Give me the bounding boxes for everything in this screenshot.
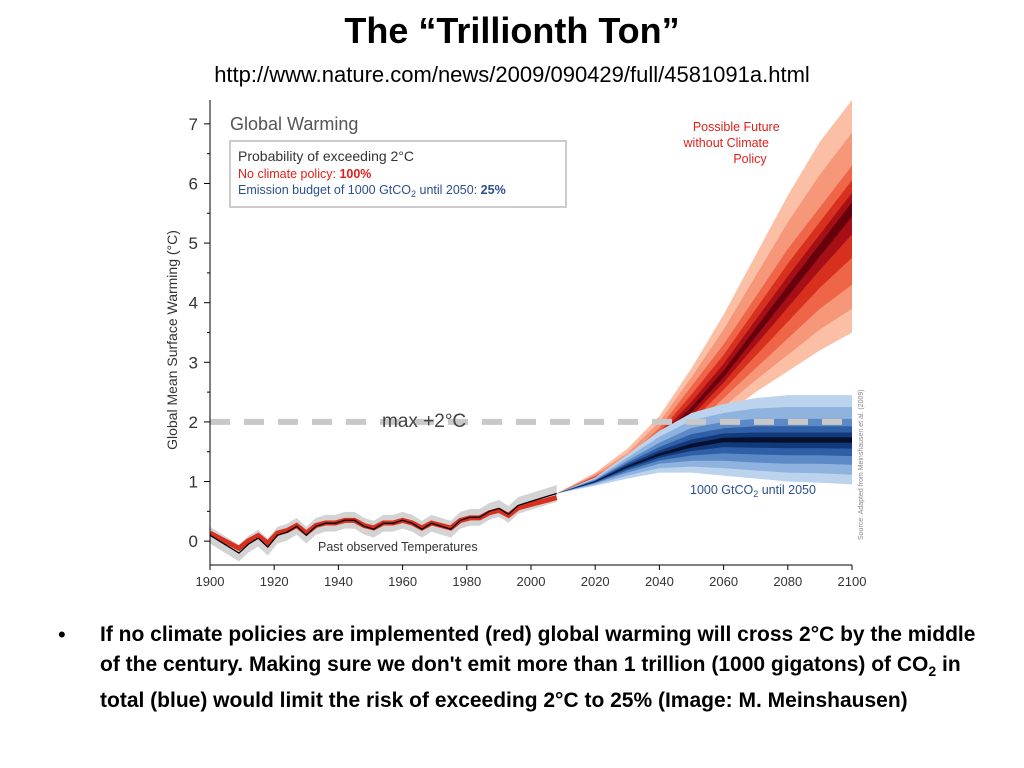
y-axis-label: Global Mean Surface Warming (°C) xyxy=(164,230,180,450)
x-tick-label-1940: 1940 xyxy=(324,574,353,589)
blue-scenario-label: 1000 GtCO2 until 2050 xyxy=(690,483,816,499)
observed-temperature-line xyxy=(210,492,557,554)
y-tick-label-0: 0 xyxy=(189,532,198,551)
source-credit: Source: Adapted from Meinshausen et al. … xyxy=(858,389,865,540)
x-tick-label-2080: 2080 xyxy=(773,574,802,589)
x-tick-label-2040: 2040 xyxy=(645,574,674,589)
chart-title: Global Warming xyxy=(230,114,358,134)
x-tick-label-1960: 1960 xyxy=(388,574,417,589)
x-tick-label-2000: 2000 xyxy=(517,574,546,589)
legend-blue-line: Emission budget of 1000 GtCO2 until 2050… xyxy=(238,183,506,199)
probability-legend: Probability of exceeding 2°C No climate … xyxy=(229,140,567,208)
y-tick-label-6: 6 xyxy=(189,174,198,193)
source-url[interactable]: http://www.nature.com/news/2009/090429/f… xyxy=(214,62,810,87)
caption-text: If no climate policies are implemented (… xyxy=(100,623,976,713)
y-tick-label-2: 2 xyxy=(189,413,198,432)
x-tick-label-2100: 2100 xyxy=(838,574,867,589)
red-scenario-label: Possible Future without Climate Policy xyxy=(683,120,784,166)
y-tick-label-5: 5 xyxy=(189,234,198,253)
budget-uncertainty-band-4 xyxy=(556,432,852,494)
slide-title: The “Trillionth Ton” xyxy=(344,10,680,51)
observed-label: Past observed Temperatures xyxy=(318,540,478,554)
y-tick-label-1: 1 xyxy=(189,473,198,492)
threshold-label: max +2°C xyxy=(382,411,466,432)
no-policy-uncertainty-band-2 xyxy=(556,165,852,494)
x-tick-label-2060: 2060 xyxy=(709,574,738,589)
bullet-dot-icon: • xyxy=(58,622,66,647)
x-tick-label-1980: 1980 xyxy=(452,574,481,589)
x-tick-label-1920: 1920 xyxy=(260,574,289,589)
legend-red-line: No climate policy: 100% xyxy=(238,167,371,181)
x-tick-label-2020: 2020 xyxy=(581,574,610,589)
y-tick-label-3: 3 xyxy=(189,353,198,372)
legend-heading: Probability of exceeding 2°C xyxy=(238,148,414,164)
legend-box xyxy=(229,140,567,208)
y-tick-label-4: 4 xyxy=(189,294,198,313)
warming-chart: 0 1 2 3 4 5 6 7 1900 1920 1940 1960 1980 2000 2020 204… xyxy=(164,100,867,589)
y-tick-label-7: 7 xyxy=(189,115,198,134)
x-tick-label-1900: 1900 xyxy=(196,574,225,589)
caption-bullet: • If no climate policies are implemented… xyxy=(58,620,978,716)
